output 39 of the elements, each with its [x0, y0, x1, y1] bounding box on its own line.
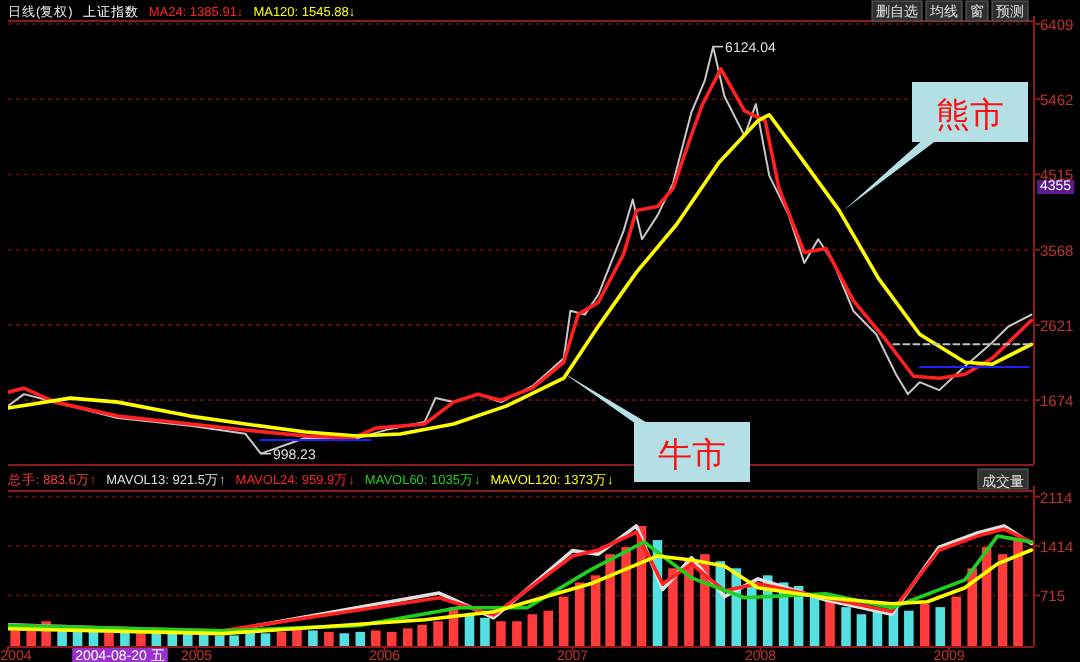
bar	[856, 614, 867, 646]
bar	[276, 631, 287, 646]
bar	[120, 631, 130, 646]
bar	[841, 607, 851, 646]
bar	[214, 635, 225, 646]
bar	[920, 603, 930, 646]
bar	[997, 554, 1008, 646]
bar	[229, 635, 239, 646]
bar	[433, 621, 443, 646]
bar	[904, 610, 914, 646]
annotation: 牛市	[658, 436, 726, 474]
bar	[668, 568, 678, 646]
bar	[245, 631, 255, 646]
bar	[1013, 540, 1023, 646]
bar	[574, 582, 585, 646]
bar	[935, 607, 946, 646]
bar	[558, 596, 569, 646]
bar	[527, 614, 538, 646]
annotation: 熊市	[936, 96, 1004, 134]
bar	[370, 630, 381, 646]
bar	[339, 633, 350, 646]
bar	[260, 633, 271, 646]
bar	[417, 624, 427, 646]
bar	[88, 631, 99, 646]
line-series	[8, 548, 1034, 636]
bar	[324, 631, 334, 646]
bar	[621, 547, 631, 646]
bar	[951, 596, 962, 646]
bar	[402, 628, 413, 646]
bar	[480, 617, 490, 646]
bar	[386, 631, 397, 646]
bar	[605, 554, 615, 646]
bar	[182, 633, 193, 646]
bar	[308, 630, 318, 646]
bar	[512, 621, 522, 646]
bar	[543, 610, 554, 646]
bar	[496, 621, 506, 646]
bar	[355, 631, 366, 646]
bar	[198, 633, 209, 646]
